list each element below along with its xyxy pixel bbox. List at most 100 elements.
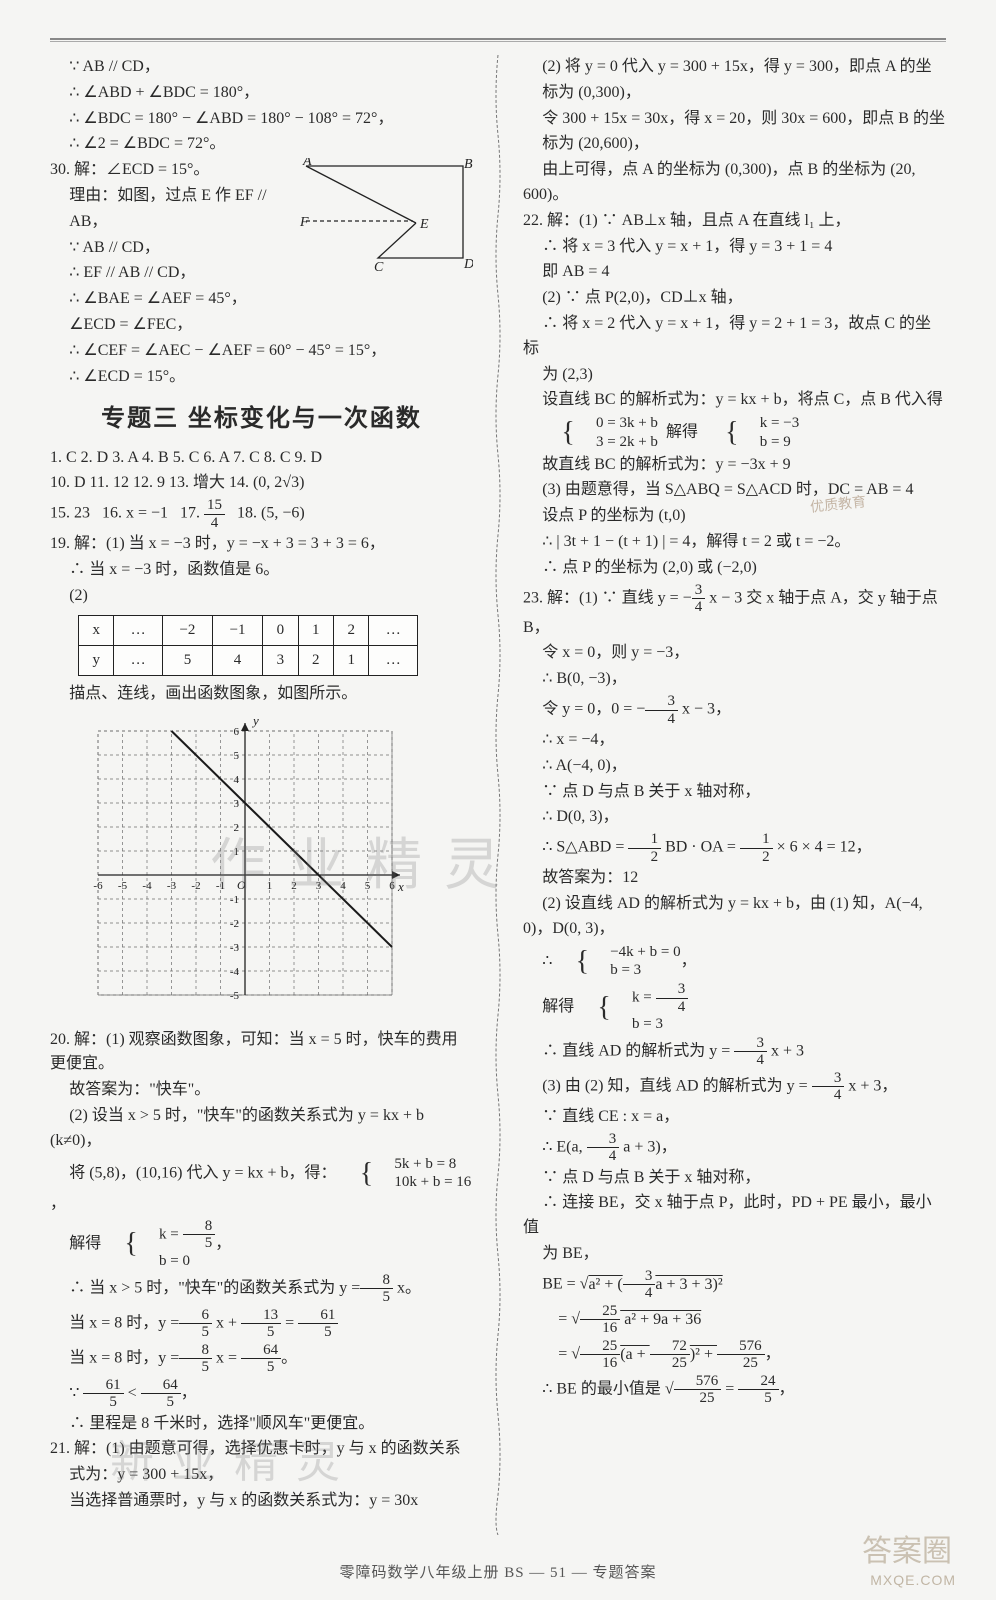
svg-text:-1: -1 [230, 894, 239, 906]
q30-line: ∠ECD = ∠FEC， [50, 313, 473, 338]
svg-text:-3: -3 [167, 880, 177, 892]
q29-line: ∵ AB // CD， [50, 55, 473, 80]
svg-text:6: 6 [234, 726, 240, 738]
fill-answers-2: 15. 23 16. x = −1 17. 154 18. (5, −6) [50, 497, 473, 531]
q22-l: 即 AB = 4 [523, 260, 946, 285]
q23-sys2: 解得 {k = 34b = 3 [523, 981, 946, 1034]
q22-sys: {0 = 3k + b3 = 2k + b 解得 {k = −3b = 9 [523, 414, 946, 452]
q19-2: ∴ 当 x = −3 时，函数值是 6。 [50, 558, 473, 583]
q20-1: 20. 解：(1) 观察函数图象，可知：当 x = 5 时，快车的费用更便宜。 [50, 1028, 473, 1078]
fill-answers-1: 10. D 11. 12 12. 9 13. 增大 14. (0, 2√3) [50, 471, 473, 496]
svg-text:F: F [299, 215, 309, 230]
q21c: 标为 (0,300)， [523, 81, 946, 106]
q22-l: 故直线 BC 的解析式为：y = −3x + 9 [523, 453, 946, 478]
ans17-frac: 154 [204, 497, 225, 531]
top-rule [50, 38, 946, 42]
q23-1: 23. 解：(1) ∵ 直线 y = −34 x − 3 交 x 轴于点 A，交… [523, 582, 946, 641]
svg-text:-2: -2 [191, 880, 200, 892]
svg-text:-5: -5 [230, 990, 240, 1002]
svg-text:3: 3 [234, 798, 240, 810]
svg-text:3: 3 [316, 880, 322, 892]
q29-line: ∴ ∠ABD + ∠BDC = 180°， [50, 81, 473, 106]
q29-line: ∴ ∠2 = ∠BDC = 72°。 [50, 132, 473, 157]
q23-l: (2) 设直线 AD 的解析式为 y = kx + b，由 (1) 知，A(−4… [523, 892, 946, 942]
svg-text:D: D [463, 257, 473, 272]
svg-text:-6: -6 [93, 880, 103, 892]
q30-line: ∴ ∠CEF = ∠AEC − ∠AEF = 60° − 45° = 15°， [50, 339, 473, 364]
ans15: 15. 23 [50, 505, 90, 522]
svg-text:5: 5 [365, 880, 371, 892]
svg-text:-5: -5 [118, 880, 128, 892]
q23-l: = √2516 a² + 9a + 36 [523, 1303, 946, 1337]
q23-l: ∴ A(−4, 0)， [523, 754, 946, 779]
q20-7: 当 x = 8 时，y =65 x + 135 = 615 [50, 1307, 473, 1341]
q19-3: (2) [50, 584, 473, 609]
q23-l: ∵ 点 D 与点 B 关于 x 轴对称， [523, 780, 946, 805]
q23-l: ∵ 直线 CE : x = a， [523, 1105, 946, 1130]
q20-6: ∴ 当 x > 5 时，"快车"的函数关系式为 y =85 x。 [50, 1272, 473, 1306]
svg-text:E: E [419, 217, 429, 232]
q20-2: 故答案为："快车"。 [50, 1078, 473, 1103]
svg-text:2: 2 [291, 880, 297, 892]
q23-l: ∴ BE 的最小值是 √57625 = 245， [523, 1373, 946, 1407]
svg-text:5: 5 [234, 750, 240, 762]
q23-l: = √2516(a + 7225)² + 57625， [523, 1338, 946, 1372]
columns: ∵ AB // CD， ∴ ∠ABD + ∠BDC = 180°， ∴ ∠BDC… [50, 55, 946, 1535]
svg-text:A: A [302, 158, 312, 169]
svg-text:4: 4 [340, 880, 346, 892]
q30-line: ∴ ∠BAE = ∠AEF = 45°， [50, 287, 473, 312]
q19-graph: -6-5-4-3-2-1123456-5-4-3-2-1123456Oxy [80, 713, 473, 1022]
q21c: (2) 将 y = 0 代入 y = 300 + 15x，得 y = 300，即… [523, 55, 946, 80]
page: ∵ AB // CD， ∴ ∠ABD + ∠BDC = 180°， ∴ ∠BDC… [0, 0, 996, 1600]
svg-text:-2: -2 [230, 918, 239, 930]
q20-9: ∵ 615 < 645， [50, 1377, 473, 1411]
q19-1: 19. 解：(1) 当 x = −3 时，y = −x + 3 = 3 + 3 … [50, 532, 473, 557]
q23-l: ∴ B(0, −3)， [523, 667, 946, 692]
q23-l: ∴ E(a, 34 a + 3)， [523, 1131, 946, 1165]
ans18: 18. (5, −6) [237, 505, 305, 522]
mc-answers: 1. C 2. D 3. A 4. B 5. C 6. A 7. C 8. C … [50, 446, 473, 471]
q20-10: ∴ 里程是 8 千米时，选择"顺风车"更便宜。 [50, 1412, 473, 1437]
q20-3: (2) 设当 x > 5 时，"快车"的函数关系式为 y = kx + b (k… [50, 1104, 473, 1154]
q23-l: ∴ D(0, 3)， [523, 805, 946, 830]
svg-text:-4: -4 [142, 880, 152, 892]
q29-line: ∴ ∠BDC = 180° − ∠ABD = 180° − 108° = 72°… [50, 107, 473, 132]
q21-1: 21. 解：(1) 由题意可得，选择优惠卡时，y 与 x 的函数关系 [50, 1437, 473, 1462]
q23-l: ∴ 连接 BE，交 x 轴于点 P，此时，PD + PE 最小，最小值 [523, 1191, 946, 1241]
q23-l: ∵ 点 D 与点 B 关于 x 轴对称， [523, 1166, 946, 1191]
ans16: 16. x = −1 [102, 505, 168, 522]
svg-text:-4: -4 [230, 966, 240, 978]
q23-l: BE = √a² + (34a + 3 + 3)² [523, 1268, 946, 1302]
q23-l: 令 x = 0，则 y = −3， [523, 641, 946, 666]
table-row: x…−2−1012… [79, 615, 418, 645]
q22-l: ∴ | 3t + 1 − (t + 1) | = 4，解得 t = 2 或 t … [523, 530, 946, 555]
svg-text:-3: -3 [230, 942, 240, 954]
q22-l: 设点 P 的坐标为 (t,0) [523, 504, 946, 529]
section-title: 专题三 坐标变化与一次函数 [50, 400, 473, 437]
page-footer: 零障码数学八年级上册 BS — 51 — 专题答案 [0, 1561, 996, 1582]
q21c: 令 300 + 15x = 30x，得 x = 20，则 30x = 600，即… [523, 107, 946, 132]
svg-text:4: 4 [234, 774, 240, 786]
q22-l: (3) 由题意得，当 S△ABQ = S△ACD 时，DC = AB = 4 [523, 478, 946, 503]
q22-1: 22. 解：(1) ∵ AB⊥x 轴，且点 A 在直线 l₁ 上， [523, 209, 946, 234]
svg-text:-1: -1 [216, 880, 225, 892]
q23-l: 故答案为：12 [523, 866, 946, 891]
svg-text:O: O [237, 878, 246, 892]
q21-3: 当选择普通票时，y 与 x 的函数关系式为：y = 30x [50, 1489, 473, 1514]
geometry-figure-q30: AB CD EF [298, 158, 473, 282]
q21c: 标为 (20,600)， [523, 132, 946, 157]
q20-8: 当 x = 8 时，y =85 x = 645。 [50, 1342, 473, 1376]
svg-text:1: 1 [267, 880, 273, 892]
q23-l: 令 y = 0，0 = −34 x − 3， [523, 693, 946, 727]
q30-line: ∴ ∠ECD = 15°。 [50, 365, 473, 390]
svg-text:B: B [464, 158, 473, 172]
ans17-label: 17. [180, 505, 200, 522]
q23-l: ∴ S△ABD = 12 BD · OA = 12 × 6 × 4 = 12， [523, 831, 946, 865]
q21c: 由上可得，点 A 的坐标为 (0,300)，点 B 的坐标为 (20, 600)… [523, 158, 946, 208]
right-column: (2) 将 y = 0 代入 y = 300 + 15x，得 y = 300，即… [523, 55, 946, 1535]
q20-4: 将 (5,8)，(10,16) 代入 y = kx + b，得： {5k + b… [50, 1155, 473, 1217]
q23-sys: ∴ {−4k + b = 0b = 3， [523, 943, 946, 981]
q22-l: ∴ 将 x = 3 代入 y = x + 1，得 y = 3 + 1 = 4 [523, 235, 946, 260]
q23-l: ∴ 直线 AD 的解析式为 y = 34 x + 3 [523, 1035, 946, 1069]
q19-4: 描点、连线，画出函数图象，如图所示。 [50, 682, 473, 707]
